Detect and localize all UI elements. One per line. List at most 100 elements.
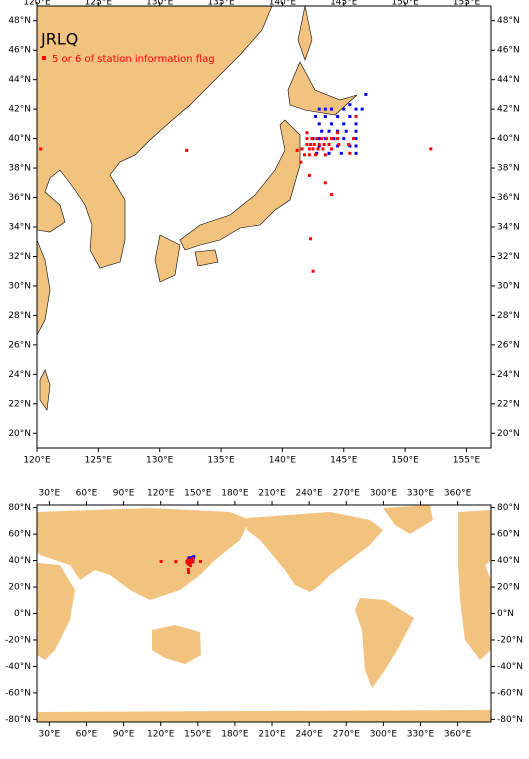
y-tick-label: 24°N <box>8 370 31 380</box>
station-point <box>332 137 336 141</box>
y-tick-label: 20°N <box>8 429 31 439</box>
y-tick-label: 46°N <box>497 46 520 56</box>
station-point <box>323 153 327 157</box>
y-tick-label: 26°N <box>497 340 520 350</box>
station-point <box>300 147 304 151</box>
station-point <box>320 129 324 133</box>
station-point <box>336 137 340 141</box>
station-point <box>320 137 324 141</box>
y-tick-label: 22°N <box>497 399 520 409</box>
y-tick-label: -60°N <box>5 688 31 698</box>
stations <box>39 92 433 273</box>
station-point <box>307 153 311 157</box>
station-point <box>323 181 327 185</box>
y-tick-label: 26°N <box>8 340 31 350</box>
y-tick-label: 32°N <box>8 252 31 262</box>
y-tick-label: -20°N <box>497 635 523 645</box>
station-point <box>329 122 333 126</box>
station-point <box>344 129 348 133</box>
y-tick-label: 44°N <box>8 75 31 85</box>
y-tick-label: 20°N <box>497 429 520 439</box>
y-tick-label: 36°N <box>497 193 520 203</box>
station-point <box>339 151 343 155</box>
y-tick-label: -60°N <box>497 688 523 698</box>
y-tick-label: 42°N <box>8 105 31 115</box>
legend-marker <box>42 56 46 60</box>
y-tick-label: 44°N <box>497 75 520 85</box>
station-point <box>305 131 309 135</box>
y-tick-label: -80°N <box>497 715 523 725</box>
station-point <box>347 142 351 146</box>
x-tick-label: 330°E <box>407 730 435 740</box>
station-point <box>317 142 321 146</box>
station-point <box>342 122 346 126</box>
x-tick-label: 120°E <box>23 0 51 8</box>
y-tick-label: 28°N <box>8 311 31 321</box>
x-tick-label: 360°E <box>444 489 472 499</box>
station-point <box>191 557 195 561</box>
x-tick-label: 270°E <box>333 730 361 740</box>
station-point <box>314 153 318 157</box>
y-tick-label: 38°N <box>8 164 31 174</box>
station-point <box>329 107 333 111</box>
station-point <box>317 122 321 126</box>
station-point <box>186 568 190 572</box>
y-tick-label: 42°N <box>497 105 520 115</box>
station-point <box>314 115 318 118</box>
land-world <box>37 505 491 722</box>
station-point <box>429 147 433 151</box>
station-point <box>317 107 321 111</box>
x-tick-label: 150°E <box>184 489 212 499</box>
x-tick-label: 130°E <box>146 0 174 8</box>
y-tick-label: 40°N <box>497 556 520 566</box>
y-tick-label: 60°N <box>497 530 520 540</box>
station-point <box>312 142 316 146</box>
x-tick-label: 150°E <box>184 730 212 740</box>
station-point <box>323 107 327 111</box>
x-tick-label: 210°E <box>258 730 286 740</box>
stations <box>159 555 202 574</box>
x-tick-label: 125°E <box>85 0 113 8</box>
x-tick-label: 270°E <box>333 489 361 499</box>
x-tick-label: 150°E <box>391 0 419 8</box>
x-tick-label: 180°E <box>221 489 249 499</box>
station-point <box>321 147 325 151</box>
x-tick-label: 240°E <box>295 489 323 499</box>
y-tick-label: 30°N <box>497 281 520 291</box>
station-point <box>336 131 340 135</box>
station-point <box>159 559 163 563</box>
station-point <box>325 137 329 141</box>
x-tick-label: 30°E <box>39 489 61 499</box>
x-tick-label: 150°E <box>391 456 419 466</box>
station-point <box>342 107 346 111</box>
x-tick-label: 30°E <box>39 730 61 740</box>
station-point <box>186 558 190 562</box>
x-tick-label: 155°E <box>453 0 481 8</box>
y-tick-label: 46°N <box>8 46 31 56</box>
x-tick-label: 140°E <box>269 456 297 466</box>
y-tick-label: 36°N <box>8 193 31 203</box>
x-tick-label: 300°E <box>370 730 398 740</box>
station-point <box>342 137 346 141</box>
y-tick-label: 48°N <box>497 16 520 26</box>
y-tick-label: -40°N <box>497 662 523 672</box>
station-point <box>191 559 195 563</box>
station-point <box>364 92 368 96</box>
x-tick-label: 360°E <box>444 730 472 740</box>
map-title: JRLQ <box>40 30 78 49</box>
y-tick-label: 38°N <box>497 164 520 174</box>
station-point <box>187 570 191 574</box>
station-point <box>354 129 358 133</box>
x-tick-label: 180°E <box>221 730 249 740</box>
y-tick-label: 28°N <box>497 311 520 321</box>
y-tick-label: 0°N <box>497 609 514 619</box>
x-tick-label: 60°E <box>76 489 98 499</box>
y-tick-label: -40°N <box>5 662 31 672</box>
y-tick-label: 20°N <box>8 583 31 593</box>
x-tick-label: 240°E <box>295 730 323 740</box>
station-point <box>315 137 319 141</box>
station-point <box>354 137 358 141</box>
y-tick-label: 80°N <box>8 503 31 513</box>
y-tick-label: 30°N <box>8 281 31 291</box>
